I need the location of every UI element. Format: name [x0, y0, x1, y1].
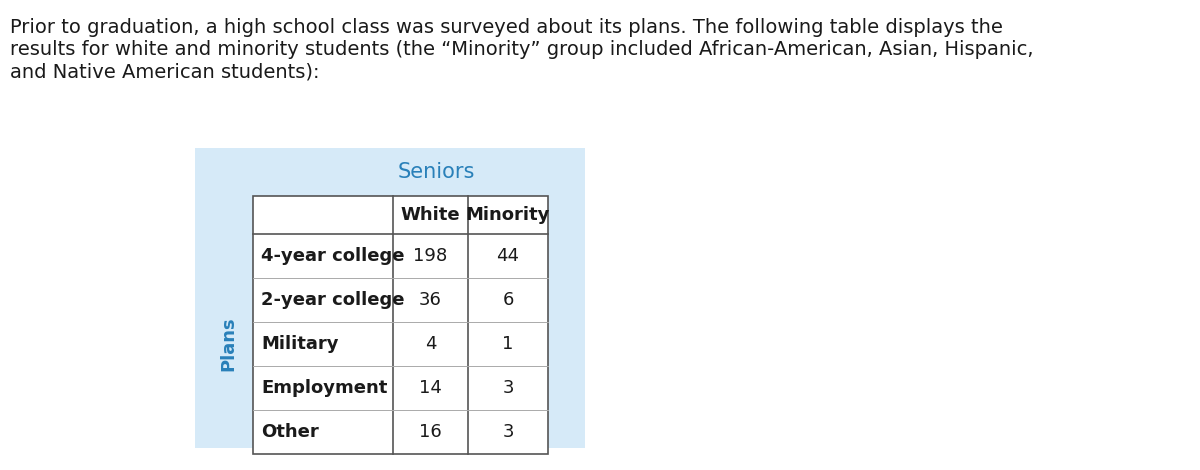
Text: 6: 6 [503, 291, 514, 309]
Text: 4-year college: 4-year college [262, 247, 404, 265]
Text: 3: 3 [503, 423, 514, 441]
Text: 198: 198 [413, 247, 448, 265]
Text: 4: 4 [425, 335, 437, 353]
Text: Employment: Employment [262, 379, 388, 397]
Text: Prior to graduation, a high school class was surveyed about its plans. The follo: Prior to graduation, a high school class… [10, 18, 1003, 37]
Text: Other: Other [262, 423, 319, 441]
Text: Seniors: Seniors [398, 162, 475, 182]
Bar [194, 148, 586, 448]
Bar [253, 196, 548, 454]
Text: 16: 16 [419, 423, 442, 441]
Text: 44: 44 [497, 247, 520, 265]
Text: Plans: Plans [220, 317, 238, 371]
Text: 2-year college: 2-year college [262, 291, 404, 309]
Text: 36: 36 [419, 291, 442, 309]
Text: 1: 1 [503, 335, 514, 353]
Text: White: White [401, 206, 461, 224]
Text: Military: Military [262, 335, 338, 353]
Text: and Native American students):: and Native American students): [10, 62, 319, 81]
Text: Minority: Minority [466, 206, 550, 224]
Text: results for white and minority students (the “Minority” group included African-A: results for white and minority students … [10, 40, 1033, 59]
Text: 3: 3 [503, 379, 514, 397]
Text: 14: 14 [419, 379, 442, 397]
